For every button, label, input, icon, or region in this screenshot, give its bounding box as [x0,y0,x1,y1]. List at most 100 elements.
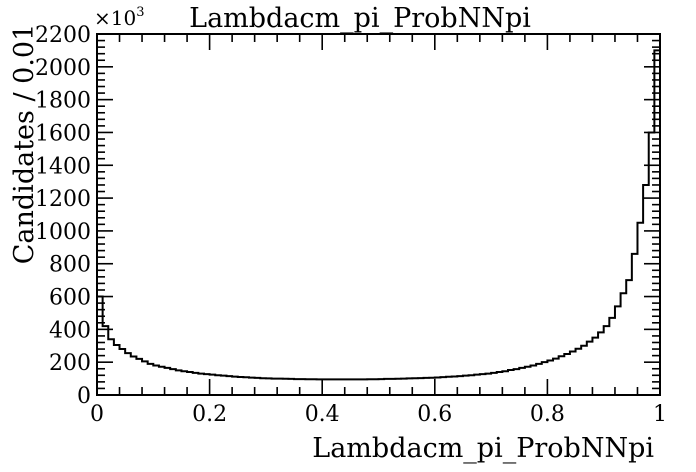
histogram-bin [260,378,266,395]
histogram-bin [553,359,559,395]
histogram-bin [108,339,114,395]
histogram-bin [159,367,165,395]
y-tick-label: 0 [77,384,91,409]
histogram-bin [435,377,441,395]
histogram-bin [463,376,469,395]
histogram-bin [626,280,632,395]
histogram-bin [232,377,238,395]
chart-title: Lambdacm_pi_ProbNNpi [189,3,531,34]
x-axis-ticks: 0 0.2 0.4 0.6 0.8 1 [90,34,667,427]
x-tick-label: 0.4 [305,402,340,427]
histogram-bin [469,375,475,395]
histogram-bin [424,378,430,395]
y-tick-label: 400 [49,318,91,343]
histogram-bin [165,368,171,395]
histogram-bin [300,379,306,395]
histogram-bin [210,375,216,395]
histogram-bin [142,361,148,395]
y-tick-label: 200 [49,351,91,376]
histogram-bin [131,356,137,395]
histogram-bin [384,379,390,395]
histogram-bin [333,379,339,395]
histogram-bin [266,378,272,395]
y-tick-label: 1200 [35,187,91,212]
histogram-bin [305,379,311,395]
histogram-bin [311,379,317,395]
histogram-bin [317,379,323,395]
histogram-bin [452,376,458,395]
histogram-bin [193,373,199,395]
histogram-bin [615,306,621,395]
histogram-bin [249,378,255,395]
y-axis-ticks: 0 200 400 600 800 1000 1200 1400 1600 1800 2000 220… [35,23,660,409]
histogram-bin [536,364,542,395]
histogram-bin [531,365,537,395]
histogram-bin [514,369,520,395]
x-tick-label: 0.8 [530,402,565,427]
histogram-bin [187,372,193,395]
histogram-bin [621,293,627,395]
histogram-bin [120,349,126,395]
histogram-bin [362,379,368,395]
histogram-bin [238,377,244,395]
histogram-bin [407,378,413,395]
histogram-bin [525,367,531,395]
histogram-bin [559,356,565,395]
histogram-bin [604,326,610,395]
x-tick-label: 0.2 [192,402,227,427]
histogram-bin [576,349,582,395]
histogram-bin [547,361,553,395]
histogram-bin [581,346,587,395]
histogram-bin [480,374,486,395]
y-tick-label: 1600 [35,121,91,146]
y-tick-label: 2200 [35,23,91,48]
y-tick-label: 1800 [35,89,91,114]
histogram-bin [328,379,334,395]
x-axis-label: Lambdacm_pi_ProbNNpi [312,433,654,464]
histogram-bin [181,371,187,395]
plot-frame [96,33,661,396]
histogram-bin [170,369,176,395]
histogram-bin [485,374,491,395]
histogram-bin [395,379,401,395]
y-tick-label: 1400 [35,154,91,179]
histogram-bin [125,353,131,395]
histogram-bin [356,379,362,395]
histogram-bin [294,379,300,395]
histogram-bin [221,376,227,395]
histogram-bin [283,379,289,395]
histogram-bin [474,375,480,395]
x-tick-label: 0.6 [417,402,452,427]
histogram-bin [176,370,182,395]
histogram-bin [564,354,570,395]
histogram-outline [97,49,660,381]
histogram-bin [412,378,418,395]
histogram-bin [401,379,407,395]
histogram-bin [598,332,604,395]
histogram-bin [497,372,503,395]
histogram-bin [339,379,345,395]
histogram-bin [519,368,525,395]
histogram-bin [367,379,373,395]
histogram-bin [215,375,221,395]
histogram-bin [457,376,463,395]
histogram-bin [204,374,210,395]
histogram-bin [272,379,278,395]
histogram-bin [570,352,576,395]
histogram-bin [322,379,328,395]
histogram-bin [440,377,446,395]
x-tick-label: 1 [653,402,667,427]
y-tick-label: 1000 [35,220,91,245]
y-axis-multiplier: ×103 [94,5,145,30]
histogram-bin [277,379,283,395]
histogram-bin [148,364,154,395]
histogram-bin [243,377,249,395]
histogram-bin [592,338,598,395]
histogram-bin [379,379,385,395]
y-tick-label: 600 [49,286,91,311]
histogram-bins [97,50,660,395]
histogram-bin [345,379,351,395]
histogram-bin [429,378,435,395]
y-tick-label: 2000 [35,56,91,81]
